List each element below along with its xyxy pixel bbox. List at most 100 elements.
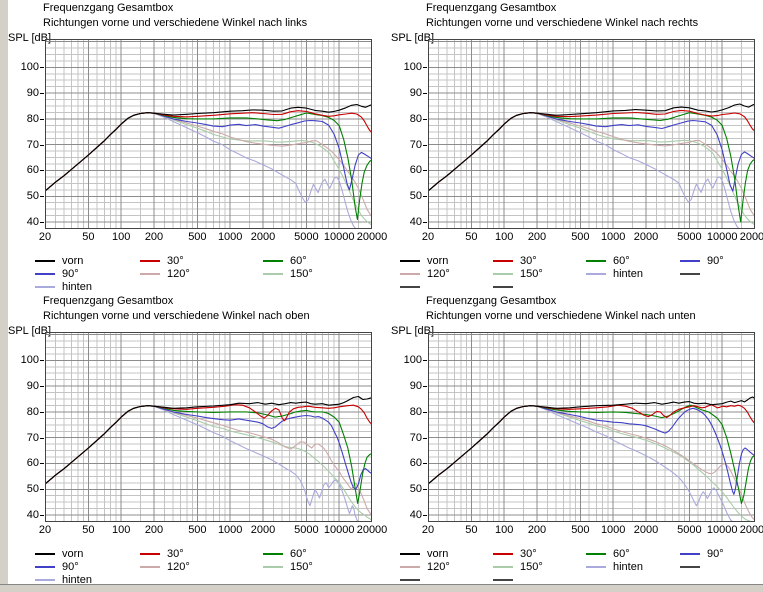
legend-swatch	[35, 260, 55, 262]
legend-label: 60°	[613, 548, 630, 560]
y-tick-label: 50	[409, 483, 422, 496]
x-tick-label: 200	[527, 524, 547, 536]
legend-swatch	[680, 566, 700, 568]
legend-label: vorn	[62, 255, 84, 267]
y-tick-label: 50	[26, 190, 39, 203]
y-tick-label: 70	[409, 431, 422, 444]
x-tick-label: 50	[82, 231, 95, 243]
x-tick-label: 2000	[633, 231, 659, 243]
y-tick-mark	[40, 67, 44, 69]
x-tick-label: 200	[527, 231, 547, 243]
x-tick-label: 1000	[600, 231, 626, 243]
chart-nach-oben: Frequenzgang Gesamtbox Richtungen vorne …	[8, 293, 388, 586]
x-tick-label: 50	[82, 524, 95, 536]
y-tick-label: 100	[403, 61, 422, 74]
x-tick-label: 200	[144, 524, 164, 536]
legend-swatch	[586, 273, 606, 275]
x-tick-label: 2000	[250, 231, 276, 243]
legend-swatch	[35, 566, 55, 568]
legend-swatch	[263, 260, 283, 262]
curve-vorn	[45, 103, 372, 192]
grid-major	[45, 332, 372, 522]
grid-minor	[428, 332, 755, 522]
y-tick-mark	[423, 360, 427, 362]
curve-vorn	[45, 395, 372, 485]
legend-swatch	[493, 553, 513, 555]
y-tick-label: 90	[26, 380, 39, 393]
legend-label: 30°	[520, 548, 537, 560]
y-tick-mark	[423, 463, 427, 465]
legend-swatch	[35, 579, 55, 581]
x-tick-label: 20000	[739, 231, 763, 243]
y-tick-mark	[40, 360, 44, 362]
plot-area	[45, 39, 372, 229]
legend-label: 150°	[520, 268, 543, 280]
legend-swatch	[493, 273, 513, 275]
x-tick-label: 500	[571, 524, 590, 536]
x-tick-label: 20000	[356, 524, 388, 536]
legend-label: 90°	[707, 548, 724, 560]
legend-label: hinten	[62, 574, 92, 586]
y-tick-label: 60	[409, 457, 422, 470]
y-tick-label: 80	[26, 112, 39, 125]
y-tick-label: 100	[403, 354, 422, 367]
legend-swatch	[493, 566, 513, 568]
legend-label: 150°	[290, 268, 313, 280]
curve-120°	[428, 405, 755, 521]
legend-swatch	[400, 260, 420, 262]
curve-90°	[428, 405, 755, 495]
x-tick-label: 500	[188, 524, 207, 536]
x-tick-label: 2000	[250, 524, 276, 536]
curve-90°	[45, 112, 372, 192]
y-tick-mark	[40, 144, 44, 146]
y-tick-mark	[423, 489, 427, 491]
y-tick-label: 70	[26, 138, 39, 151]
y-tick-label: 80	[26, 405, 39, 418]
grid-major	[428, 39, 755, 229]
x-tick-label: 1000	[217, 524, 243, 536]
legend-label: 90°	[62, 268, 79, 280]
y-tick-mark	[40, 386, 44, 388]
legend-label: 60°	[290, 548, 307, 560]
legend-swatch	[140, 273, 160, 275]
legend-swatch	[263, 273, 283, 275]
x-tick-label: 10000	[706, 231, 738, 243]
chart-title: Frequenzgang Gesamtbox	[43, 295, 174, 307]
y-tick-label: 100	[20, 61, 39, 74]
y-tick-mark	[40, 437, 44, 439]
y-tick-label: 40	[26, 509, 39, 522]
y-tick-label: 70	[26, 431, 39, 444]
legend-label: 150°	[520, 561, 543, 573]
y-tick-mark	[40, 463, 44, 465]
chart-subtitle: Richtungen vorne und verschiedene Winkel…	[43, 310, 310, 322]
chart-nach-rechts: Frequenzgang Gesamtbox Richtungen vorne …	[391, 0, 763, 293]
y-tick-mark	[40, 93, 44, 95]
y-tick-mark	[423, 411, 427, 413]
x-tick-label: 20000	[739, 524, 763, 536]
y-tick-mark	[40, 118, 44, 120]
x-tick-label: 10000	[706, 524, 738, 536]
y-tick-mark	[423, 144, 427, 146]
curve-120°	[428, 112, 755, 217]
plot-area	[428, 39, 755, 229]
curve-60°	[428, 404, 755, 504]
legend-swatch	[493, 260, 513, 262]
x-tick-label: 100	[495, 231, 514, 243]
legend-swatch	[35, 286, 55, 288]
y-tick-mark	[423, 437, 427, 439]
grid-major	[428, 332, 755, 522]
grid-major	[45, 39, 372, 229]
y-tick-label: 60	[409, 164, 422, 177]
x-tick-label: 5000	[294, 524, 319, 536]
y-tick-mark	[40, 515, 44, 517]
legend-swatch	[140, 566, 160, 568]
legend-swatch	[586, 553, 606, 555]
curve-60°	[45, 112, 372, 221]
curve-150°	[45, 405, 372, 521]
x-tick-label: 50	[465, 524, 478, 536]
y-tick-mark	[40, 489, 44, 491]
y-axis-label: SPL [dB]	[8, 32, 52, 44]
legend-swatch	[35, 553, 55, 555]
chart-subtitle: Richtungen vorne und verschiedene Winkel…	[426, 310, 696, 322]
legend-swatch	[263, 553, 283, 555]
